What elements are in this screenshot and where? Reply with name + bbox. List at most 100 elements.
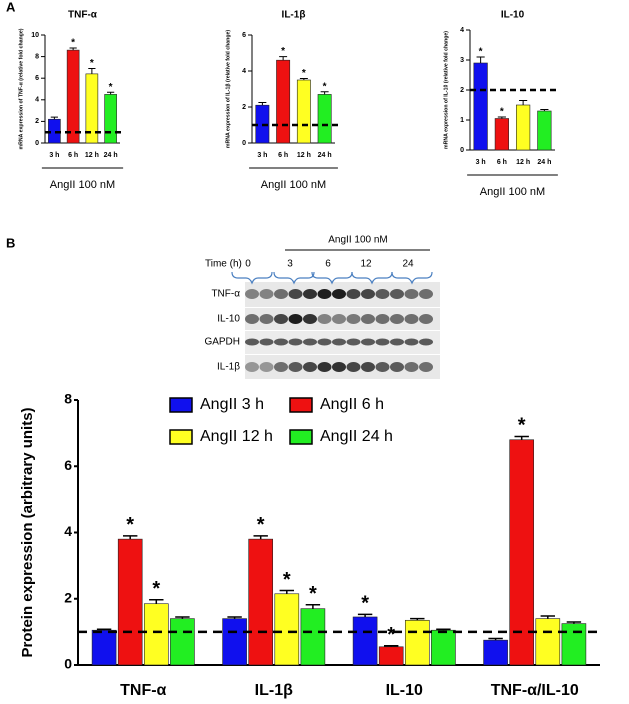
- legend-swatch: [169, 397, 193, 413]
- lane-brace: [311, 271, 353, 285]
- blot-band: [288, 338, 303, 346]
- significance: *: [281, 46, 285, 57]
- significance: *: [283, 569, 291, 591]
- bar: [222, 618, 247, 666]
- bar: [473, 62, 488, 151]
- x-tick-label: 6 h: [278, 152, 288, 159]
- error-bar: [88, 67, 96, 74]
- error-bar: [279, 589, 295, 594]
- blot-band: [317, 314, 332, 324]
- legend-swatch: [289, 429, 313, 445]
- error-bar: [107, 91, 115, 95]
- blot-band: [259, 314, 274, 324]
- panel-label: A: [6, 0, 16, 14]
- y-axis-label: mRNA expression of TNF-α (relative fold …: [18, 28, 24, 149]
- y-tick-label: 4: [35, 97, 39, 104]
- bar: [537, 110, 552, 151]
- bar: [91, 629, 117, 666]
- x-tick-label: 24 h: [104, 152, 118, 159]
- y-tick-label: 0: [242, 140, 246, 147]
- y-tick-label: 4: [64, 523, 72, 539]
- bar: [143, 603, 169, 666]
- legend-label: AngII 6 h: [320, 396, 384, 413]
- y-tick-label: 3: [460, 57, 464, 64]
- bar: [296, 79, 311, 144]
- y-tick-label: 4: [242, 68, 246, 75]
- chart-title: IL-10: [501, 10, 525, 21]
- blot-band: [274, 314, 288, 324]
- bar: [248, 538, 274, 666]
- x-tick-label: 6 h: [68, 152, 78, 159]
- bar: [483, 639, 508, 666]
- x-tick-label: 6 h: [497, 159, 507, 166]
- blot-band: [259, 362, 274, 372]
- y-tick-label: 10: [31, 32, 39, 39]
- blot-band: [317, 289, 332, 299]
- blot-row-label: GAPDH: [204, 337, 240, 348]
- legend-label: AngII 24 h: [320, 428, 393, 445]
- blot-band: [274, 289, 288, 299]
- blot-band: [361, 289, 375, 299]
- bar: [516, 104, 531, 151]
- y-tick-label: 4: [460, 27, 464, 34]
- y-tick-label: 8: [35, 53, 39, 60]
- blot-band: [317, 338, 332, 346]
- error-bar: [488, 637, 503, 641]
- blot-band: [303, 362, 317, 372]
- error-bar: [519, 100, 528, 105]
- blot-band: [332, 289, 346, 299]
- y-axis-label: Protein expression (arbitrary units): [19, 407, 36, 657]
- significance: *: [309, 583, 317, 605]
- blot-band: [303, 289, 317, 299]
- chart-title: IL-1β: [282, 10, 306, 21]
- error-bar: [566, 621, 582, 624]
- bar: [170, 618, 195, 666]
- blot-band: [346, 289, 361, 299]
- x-tick-label: 3 h: [257, 152, 267, 159]
- panel-label: B: [6, 235, 15, 250]
- bar: [561, 623, 587, 666]
- blot-band: [332, 314, 346, 324]
- blot-band: [245, 362, 259, 372]
- x-tick-label: 12 h: [297, 152, 311, 159]
- blot-row-label: IL-10: [217, 314, 240, 325]
- bar: [66, 49, 80, 144]
- bar: [404, 619, 430, 666]
- significance: *: [518, 415, 526, 437]
- blot-lane-label: 6: [325, 259, 331, 270]
- blot-band: [361, 314, 375, 324]
- bar: [117, 538, 143, 666]
- error-bar: [299, 78, 308, 80]
- blot-lane-label: 24: [402, 259, 414, 270]
- blot-band: [346, 314, 361, 324]
- lane-brace: [351, 271, 393, 285]
- error-bar: [436, 628, 451, 631]
- error-bar: [253, 535, 268, 540]
- significance: *: [500, 107, 504, 118]
- blot-band: [419, 362, 433, 372]
- x-axis-label: AngII 100 nM: [480, 186, 545, 198]
- blot-band: [419, 338, 433, 346]
- blot-band: [346, 362, 361, 372]
- y-tick-label: 0: [64, 656, 72, 672]
- significance: *: [361, 593, 369, 615]
- blot-band: [375, 362, 390, 372]
- y-tick-label: 0: [460, 147, 464, 154]
- legend-label: AngII 3 h: [200, 396, 264, 413]
- blot-band: [332, 362, 346, 372]
- x-axis-label: AngII 100 nM: [261, 179, 326, 191]
- x-tick-label: 12 h: [85, 152, 99, 159]
- blot-band: [404, 314, 419, 324]
- y-tick-label: 8: [64, 391, 72, 407]
- y-axis-label: mRNA expression of IL-10 (relative fold …: [443, 31, 449, 149]
- bar: [274, 593, 300, 666]
- y-tick-label: 6: [35, 75, 39, 82]
- blot-band: [288, 314, 303, 324]
- legend-label: AngII 12 h: [200, 428, 273, 445]
- blot-band: [274, 338, 288, 346]
- x-tick-label: 24 h: [318, 152, 332, 159]
- x-tick-label: IL-10: [386, 682, 423, 699]
- blot-band: [245, 338, 259, 346]
- blot-band: [419, 289, 433, 299]
- y-tick-label: 6: [64, 457, 72, 473]
